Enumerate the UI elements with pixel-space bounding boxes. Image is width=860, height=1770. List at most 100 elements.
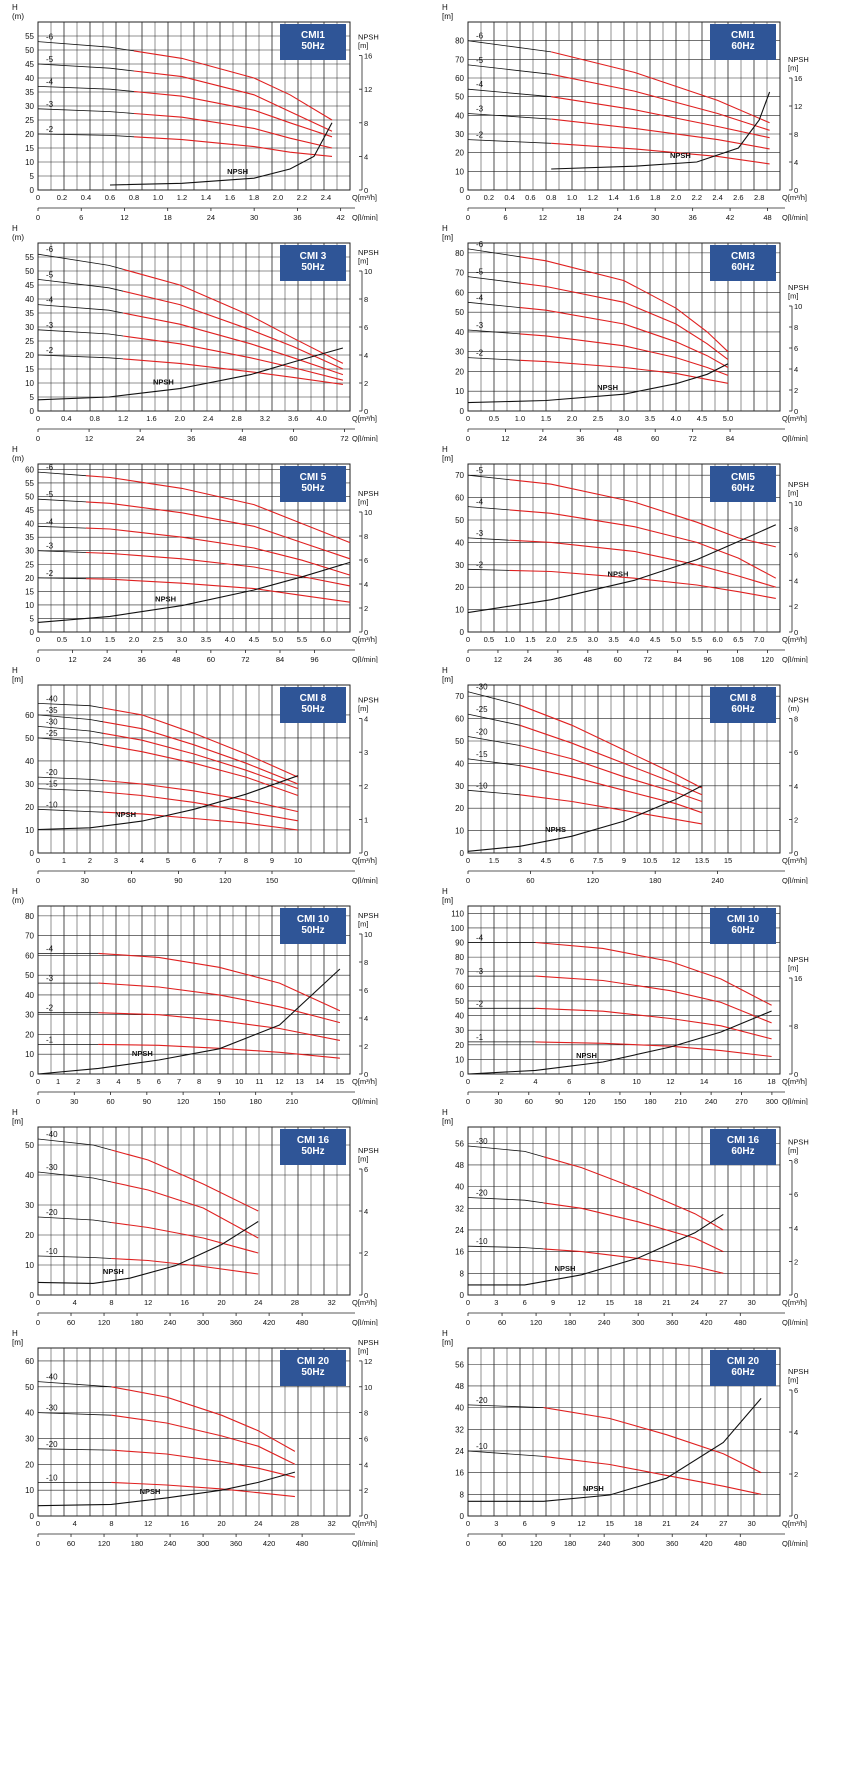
npsh-tick-label: 2 bbox=[794, 386, 798, 395]
model-badge: CMI 20 50Hz bbox=[280, 1350, 346, 1386]
plot-frame bbox=[467, 1126, 781, 1296]
x-tick-label: 9 bbox=[551, 1298, 555, 1307]
pump-chart: 0 10 20 30 40 50 H [m] 0 4 8 12 16 20 24 28 32 Q[m³/h] 0 60… bbox=[0, 1105, 430, 1331]
x-tick-label: 27 bbox=[719, 1298, 727, 1307]
flow2-tick-label: 30 bbox=[494, 1097, 502, 1105]
head-curve bbox=[519, 282, 729, 361]
y-tick-label: 80 bbox=[455, 37, 464, 46]
y-tick-label: 100 bbox=[451, 924, 465, 933]
x-axis-label: Q[m³/h] bbox=[352, 414, 377, 423]
flow2-tick-label: 60 bbox=[526, 876, 534, 884]
flow2-tick-label: 96 bbox=[310, 655, 318, 663]
series-label: -4 bbox=[46, 296, 54, 305]
flow2-tick-label: 12 bbox=[85, 434, 93, 442]
flow2-tick-label: 48 bbox=[614, 434, 622, 442]
flow2-tick-label: 420 bbox=[263, 1539, 276, 1547]
x-tick-label: 11 bbox=[256, 1077, 264, 1086]
x-tick-label: 1.5 bbox=[541, 414, 551, 423]
x-tick-label: 30 bbox=[747, 1519, 755, 1528]
flow2-tick-label: 120 bbox=[530, 1539, 543, 1547]
npsh-tick-label: 4 bbox=[794, 782, 798, 791]
x-tick-label: 0.6 bbox=[105, 193, 115, 202]
x-tick-label: 15 bbox=[606, 1298, 614, 1307]
series-label: -20 bbox=[46, 1208, 58, 1217]
x-tick-label: 7 bbox=[177, 1077, 181, 1086]
flow2-tick-label: 300 bbox=[632, 1318, 645, 1326]
flow2-tick-label: 180 bbox=[644, 1097, 657, 1105]
chart-title: CMI 10 50Hz bbox=[297, 914, 330, 936]
npsh-tick-label: 0 bbox=[794, 849, 798, 858]
npsh-tick-label: 4 bbox=[364, 580, 368, 589]
npsh-tick-label: 8 bbox=[794, 1022, 798, 1031]
head-curve bbox=[519, 333, 729, 376]
head-curve bbox=[133, 112, 333, 149]
head-curve bbox=[111, 1257, 259, 1275]
head-curve bbox=[551, 51, 770, 124]
y-tick-label: 0 bbox=[30, 407, 35, 416]
x-tick-label: 4.5 bbox=[541, 856, 551, 865]
flow2-tick-label: 0 bbox=[36, 434, 40, 442]
x-tick-label: 2.4 bbox=[712, 193, 722, 202]
head-curve-low bbox=[467, 276, 521, 284]
y-tick-label: 70 bbox=[25, 932, 34, 941]
head-curve bbox=[122, 268, 344, 364]
head-curve-low bbox=[37, 1138, 112, 1151]
y-tick-label: 0 bbox=[460, 407, 465, 416]
head-curve bbox=[102, 811, 299, 831]
head-curve-low bbox=[37, 1448, 112, 1451]
x-tick-label: 1.0 bbox=[153, 193, 163, 202]
x-tick-label: 12 bbox=[672, 856, 680, 865]
pump-chart: 0 5 10 15 20 25 30 35 40 45 50 55 60 H (m) 0 0.5 1.0 1.5 2.… bbox=[0, 442, 430, 668]
x-tick-label: 2.4 bbox=[203, 414, 213, 423]
flow2-tick-label: 84 bbox=[726, 434, 734, 442]
npsh-tick-label: 0 bbox=[364, 1512, 368, 1521]
head-curve bbox=[98, 982, 341, 1024]
y-tick-label: 60 bbox=[25, 951, 34, 960]
y-tick-label: 0 bbox=[460, 628, 465, 637]
flow2-tick-label: 48 bbox=[584, 655, 592, 663]
y-tick-label: 50 bbox=[455, 516, 464, 525]
npsh-tick-label: 2 bbox=[794, 1470, 798, 1479]
x-tick-label: 6.0 bbox=[712, 635, 722, 644]
y-tick-label: 40 bbox=[455, 1183, 464, 1192]
head-curve-low bbox=[37, 788, 104, 793]
npsh-curve bbox=[468, 1213, 724, 1286]
flow2-tick-label: 36 bbox=[554, 655, 562, 663]
flow2-tick-label: 60 bbox=[525, 1097, 533, 1105]
x-tick-label: 0 bbox=[36, 1077, 40, 1086]
x-tick-label: 2.5 bbox=[567, 635, 577, 644]
head-curve bbox=[98, 952, 341, 1012]
plot-frame bbox=[37, 1347, 351, 1517]
npsh-axis-label: NPSH [m] bbox=[788, 283, 809, 301]
head-curve bbox=[551, 73, 770, 131]
series-label: -4 bbox=[476, 80, 484, 89]
y-tick-label: 56 bbox=[455, 1139, 464, 1148]
x-tick-label: 15 bbox=[724, 856, 732, 865]
head-curve-low bbox=[37, 1216, 112, 1223]
y-axis-label: H [m] bbox=[442, 224, 453, 242]
x-tick-label: 6.0 bbox=[321, 635, 331, 644]
flow2-axis-label: Q[l/min] bbox=[782, 1097, 808, 1105]
x-tick-label: 5.5 bbox=[297, 635, 307, 644]
y-tick-label: 50 bbox=[25, 971, 34, 980]
model-badge: CMI 8 60Hz bbox=[710, 687, 776, 723]
npsh-tick-label: 0 bbox=[794, 1070, 798, 1079]
x-axis-label: Q[m³/h] bbox=[352, 856, 377, 865]
head-curve bbox=[133, 50, 333, 121]
x-tick-label: 2 bbox=[76, 1077, 80, 1086]
x-tick-label: 1.6 bbox=[629, 193, 639, 202]
npsh-tick-label: 0 bbox=[794, 628, 798, 637]
plot-frame bbox=[37, 905, 351, 1075]
npsh-tick-label: 4 bbox=[364, 1207, 368, 1216]
x-tick-label: 5 bbox=[166, 856, 170, 865]
x-tick-label: 1.5 bbox=[105, 635, 115, 644]
x-axis-label: Q[m³/h] bbox=[352, 193, 377, 202]
y-tick-label: 30 bbox=[25, 780, 34, 789]
head-curve-low bbox=[37, 279, 124, 292]
head-curve bbox=[102, 707, 299, 778]
y-tick-label: 50 bbox=[25, 1141, 34, 1150]
pump-chart: 0 10 20 30 40 50 60 H [m] 0 4 8 12 16 20 24 28 32 Q[m³/h] 0… bbox=[0, 1326, 430, 1552]
